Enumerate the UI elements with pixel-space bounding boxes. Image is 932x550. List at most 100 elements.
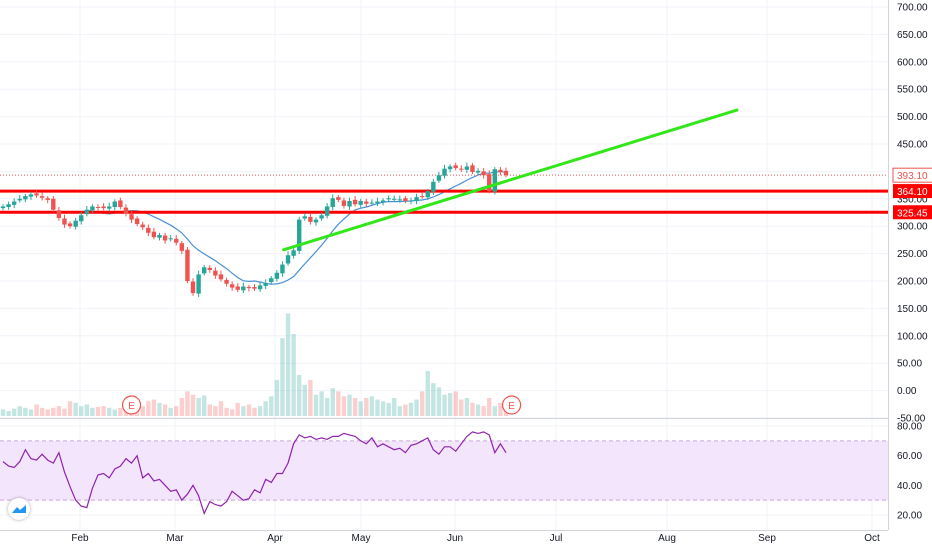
volume-bar (324, 397, 330, 416)
rsi-line (2, 431, 507, 516)
candle-body (470, 165, 475, 172)
volume-bar (28, 409, 34, 416)
candle (492, 167, 498, 195)
volume-bar (118, 407, 123, 416)
candle (319, 212, 324, 221)
price-label-box (893, 205, 932, 220)
volume-bar (34, 404, 39, 416)
volume-bar (62, 408, 67, 416)
earnings-marker[interactable]: E (501, 395, 522, 415)
candle-body (291, 250, 296, 256)
candle-body (503, 170, 509, 176)
volume-bar (403, 404, 408, 416)
candle-body (6, 204, 11, 208)
candle (341, 197, 347, 209)
volume-bar (252, 407, 257, 416)
volume-bar (425, 370, 430, 416)
tradingview-logo-icon[interactable] (8, 498, 30, 520)
candle-body (151, 231, 157, 238)
volume-bar (174, 406, 179, 416)
candle (425, 188, 430, 200)
volume-bar (280, 338, 285, 416)
volume-bar (352, 397, 358, 416)
candle (453, 162, 458, 171)
volume-bar (364, 397, 369, 416)
candle (380, 198, 386, 206)
candle (475, 168, 481, 176)
candle-body (229, 284, 235, 288)
candle (274, 270, 280, 282)
candle-body (213, 270, 218, 276)
price-tick-label: 50.00 (897, 359, 922, 370)
volume-bar (263, 401, 268, 416)
trend-line[interactable] (282, 108, 739, 252)
candle (246, 284, 252, 292)
volume-bar (6, 411, 11, 416)
candle-body (218, 274, 224, 280)
candle-body (330, 198, 335, 208)
candle (297, 216, 302, 255)
candle (17, 194, 22, 203)
candle (229, 281, 235, 291)
candle-body (319, 215, 324, 219)
price-tick-label: 350.00 (897, 194, 928, 205)
volume-bar (95, 406, 101, 416)
candle-body (436, 175, 442, 181)
candle (106, 202, 112, 212)
candle-body (285, 255, 291, 264)
volume-bar (319, 391, 324, 416)
candle (313, 217, 319, 226)
candle (498, 167, 503, 176)
candle-body (336, 197, 341, 200)
volume-bar (90, 407, 95, 416)
candle-body (62, 218, 67, 225)
earnings-marker-circle (501, 395, 522, 415)
candle (0, 204, 6, 211)
candle (168, 234, 173, 242)
candle-body (84, 209, 90, 215)
volume-bar (386, 402, 391, 416)
volume-bar (313, 394, 319, 416)
candle-body (302, 216, 307, 219)
candle (414, 193, 419, 205)
earnings-marker-label: E (508, 401, 515, 412)
time-tick-label: Sep (758, 533, 776, 544)
volume-bar (45, 409, 50, 416)
price-label-text: 364.10 (897, 187, 928, 198)
candle-body (269, 278, 274, 283)
candle-body (487, 174, 492, 192)
candle-body (202, 267, 207, 274)
candle (140, 221, 145, 231)
candle (23, 193, 28, 203)
ma-line (86, 171, 507, 285)
candle (123, 204, 129, 217)
volume-bar (375, 399, 380, 416)
volume-bar (241, 406, 246, 416)
volume-bar (168, 407, 173, 416)
time-tick-label: Aug (658, 533, 676, 544)
volume-bar (235, 402, 240, 416)
candle-body (257, 285, 263, 290)
candle (151, 227, 157, 240)
candle (419, 192, 425, 199)
candle (408, 197, 414, 205)
rsi-tick-label: 40.00 (897, 481, 922, 492)
support-resistance-lines[interactable] (0, 174, 888, 214)
candle-body (324, 206, 330, 216)
candle (67, 221, 73, 229)
volume-bar (380, 401, 386, 416)
volume-bar (392, 397, 397, 416)
candle (263, 279, 268, 290)
candle (62, 214, 67, 228)
rsi-pane (0, 431, 888, 516)
candle-body (308, 216, 313, 222)
candle-body (408, 200, 414, 202)
candle (207, 265, 212, 273)
price-tick-label: 0.00 (897, 386, 917, 397)
candle (196, 270, 201, 297)
candle-body (123, 207, 129, 214)
volume-bar (459, 399, 464, 416)
earnings-marker[interactable]: E (121, 395, 142, 415)
